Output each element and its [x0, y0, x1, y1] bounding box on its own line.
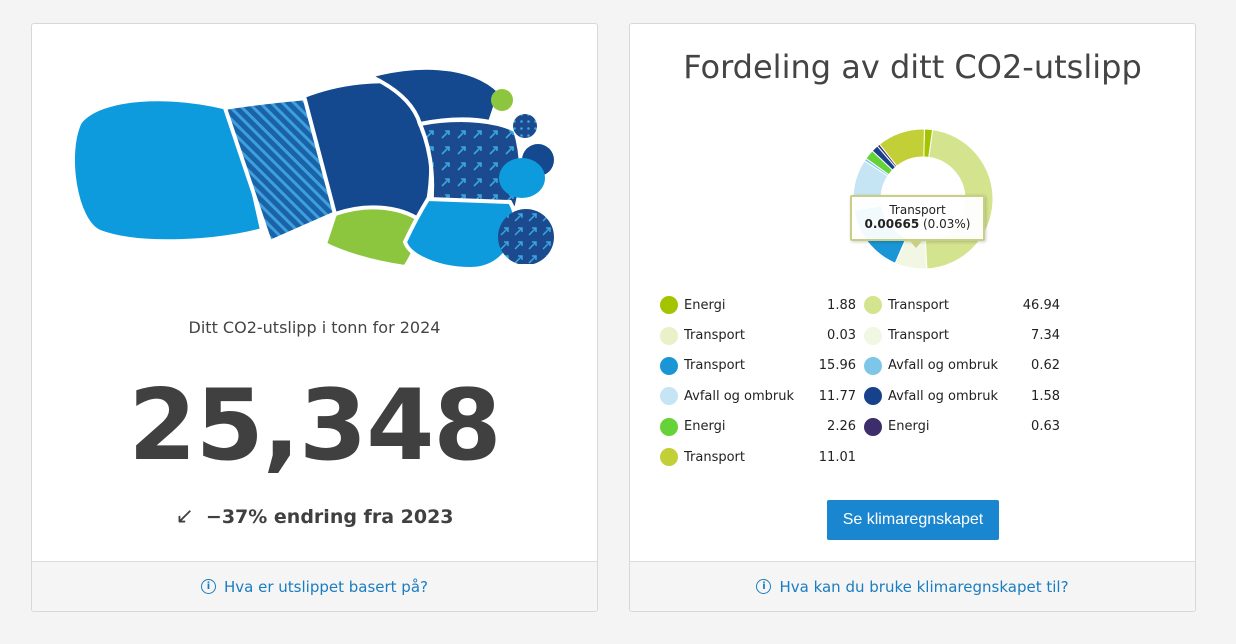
legend-swatch [864, 387, 882, 406]
footprint-illustration-icon [70, 65, 554, 272]
donut-slice[interactable] [878, 128, 925, 167]
change-text: −37% endring fra 2023 [205, 506, 454, 528]
legend-value: 11.01 [818, 449, 856, 465]
legend-item[interactable]: Transport 0.03 [660, 320, 856, 350]
legend-swatch [660, 448, 678, 467]
emission-value: 25,348 [128, 369, 501, 483]
legend-label: Transport [684, 328, 746, 344]
legend-item[interactable]: Energi 1.88 [660, 290, 856, 320]
emission-label: Ditt CO2-utslipp i tonn for 2024 [188, 318, 441, 337]
legend-value: 15.96 [818, 358, 856, 374]
legend-swatch [660, 326, 678, 345]
legend-value: 7.34 [1031, 328, 1060, 344]
legend-swatch [660, 356, 678, 375]
legend-label: Energi [684, 297, 726, 313]
chart-legend: Energi 1.88 Transport 46.94 Transport 0.03 Tra… [660, 290, 1060, 472]
climate-accounts-usage-link[interactable]: Hva kan du bruke klimaregnskapet til? [779, 577, 1069, 596]
legend-swatch [864, 326, 882, 345]
legend-label: Avfall og ombruk [888, 358, 999, 374]
legend-item[interactable]: Energi 2.26 [660, 412, 856, 442]
legend-swatch [864, 417, 882, 436]
legend-label: Avfall og ombruk [684, 388, 795, 404]
arrow-down-left-icon: ↙ [175, 504, 194, 529]
legend-swatch [864, 356, 882, 375]
legend-item[interactable]: Transport 46.94 [864, 290, 1060, 320]
legend-label: Avfall og ombruk [888, 388, 999, 404]
distribution-card-footer: i Hva kan du bruke klimaregnskapet til? [630, 561, 1195, 611]
legend-swatch [864, 296, 882, 315]
legend-item[interactable]: Avfall og ombruk 1.58 [864, 381, 1060, 411]
legend-item[interactable]: Transport 15.96 [660, 351, 856, 381]
legend-item[interactable]: Transport 11.01 [660, 442, 856, 472]
legend-swatch [660, 296, 678, 315]
tooltip-value: 0.00665 [864, 217, 920, 231]
legend-item[interactable]: Transport 7.34 [864, 320, 1060, 350]
legend-value: 0.03 [827, 328, 856, 344]
legend-value: 1.58 [1031, 388, 1060, 404]
chart-title: Fordeling av ditt CO2-utslipp [683, 48, 1142, 86]
legend-value: 0.63 [1031, 419, 1060, 435]
legend-value: 11.77 [818, 388, 856, 404]
legend-swatch [660, 387, 678, 406]
toes-icon [498, 158, 554, 264]
legend-value: 0.62 [1031, 358, 1060, 374]
info-circle-icon[interactable]: i [756, 579, 772, 594]
distribution-card: Fordeling av ditt CO2-utslipp Transport … [629, 23, 1196, 612]
tooltip-percent: (0.03%) [923, 217, 971, 231]
tooltip-pointer [909, 240, 923, 248]
emission-basis-link[interactable]: Hva er utslippet basert på? [224, 577, 428, 596]
see-climate-accounts-button[interactable]: Se klimaregnskapet [827, 500, 999, 540]
legend-item[interactable]: Avfall og ombruk 11.77 [660, 381, 856, 411]
tooltip-label: Transport [889, 203, 946, 217]
legend-label: Energi [684, 419, 726, 435]
chart-tooltip: Transport 0.00665 (0.03%) [850, 195, 985, 241]
legend-label: Transport [684, 358, 746, 374]
legend-item[interactable]: Avfall og ombruk 0.62 [864, 351, 1060, 381]
legend-label: Transport [888, 297, 950, 313]
emission-card: Ditt CO2-utslipp i tonn for 2024 25,348 … [31, 23, 598, 612]
legend-item[interactable]: Energi 0.63 [864, 412, 1060, 442]
legend-swatch [660, 417, 678, 436]
legend-label: Energi [888, 419, 930, 435]
emission-card-footer: i Hva er utslippet basert på? [32, 561, 597, 611]
legend-value: 2.26 [827, 419, 856, 435]
info-circle-icon[interactable]: i [201, 579, 216, 594]
legend-label: Transport [684, 449, 746, 465]
change-indicator: ↙ −37% endring fra 2023 [32, 504, 597, 529]
legend-value: 1.88 [827, 297, 856, 313]
legend-value: 46.94 [1022, 297, 1060, 313]
legend-label: Transport [888, 328, 950, 344]
